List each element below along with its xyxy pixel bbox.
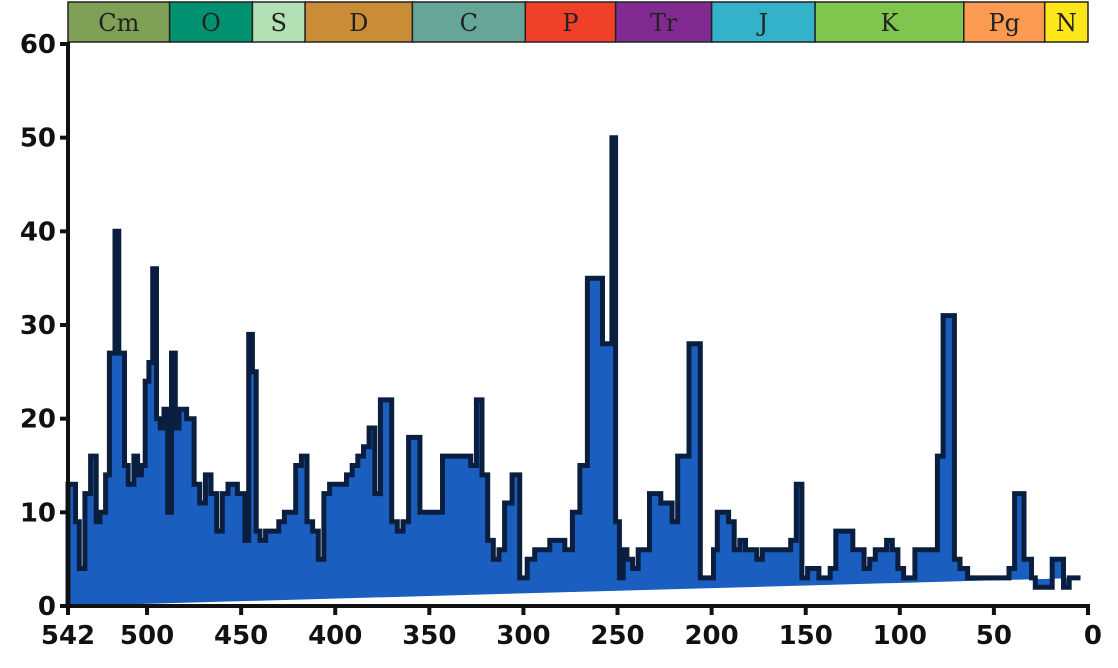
period-label: O [201,9,221,37]
period-box [814,1,965,43]
x-tick-label: 300 [496,621,550,651]
y-tick-label: 10 [20,498,56,528]
period-label: D [349,9,368,37]
period-label: N [1056,9,1077,37]
y-tick-label: 50 [20,124,56,154]
period-label: P [562,9,578,37]
x-tick-label: 0 [1084,621,1102,651]
x-tick-label: 100 [873,621,927,651]
period-box [411,1,527,43]
period-box [524,1,617,43]
y-tick-label: 0 [38,592,56,622]
period-label: J [756,9,769,37]
period-box [710,1,816,43]
period-label: Cm [98,9,139,37]
extinction-rate-area [65,135,1081,606]
period-label: K [880,9,899,37]
x-tick-label: 50 [976,621,1012,651]
period-label: Pg [988,9,1020,37]
period-label: C [460,9,478,37]
period-box [963,1,1046,43]
x-tick-label: 350 [402,621,456,651]
period-box [614,1,713,43]
period-label: S [271,9,287,37]
x-tick-label: 400 [308,621,362,651]
x-tick-label: 542 [41,621,95,651]
x-tick-label: 150 [779,621,833,651]
x-tick-label: 500 [120,621,174,651]
y-tick-label: 40 [20,217,56,247]
period-box [1043,1,1089,43]
y-tick-label: 30 [20,311,56,341]
period-bar: Cm O S D C P Tr J K Pg N [67,1,1089,43]
plot-area [65,44,1088,606]
x-tick-label: 250 [590,621,644,651]
period-label: Tr [650,9,678,37]
period-box [251,1,306,43]
x-tick-label: 450 [214,621,268,651]
period-box [67,1,171,43]
y-tick-label: 60 [20,30,56,60]
y-tick-label: 20 [20,405,56,435]
x-tick-label: 200 [684,621,738,651]
period-box [168,1,254,43]
